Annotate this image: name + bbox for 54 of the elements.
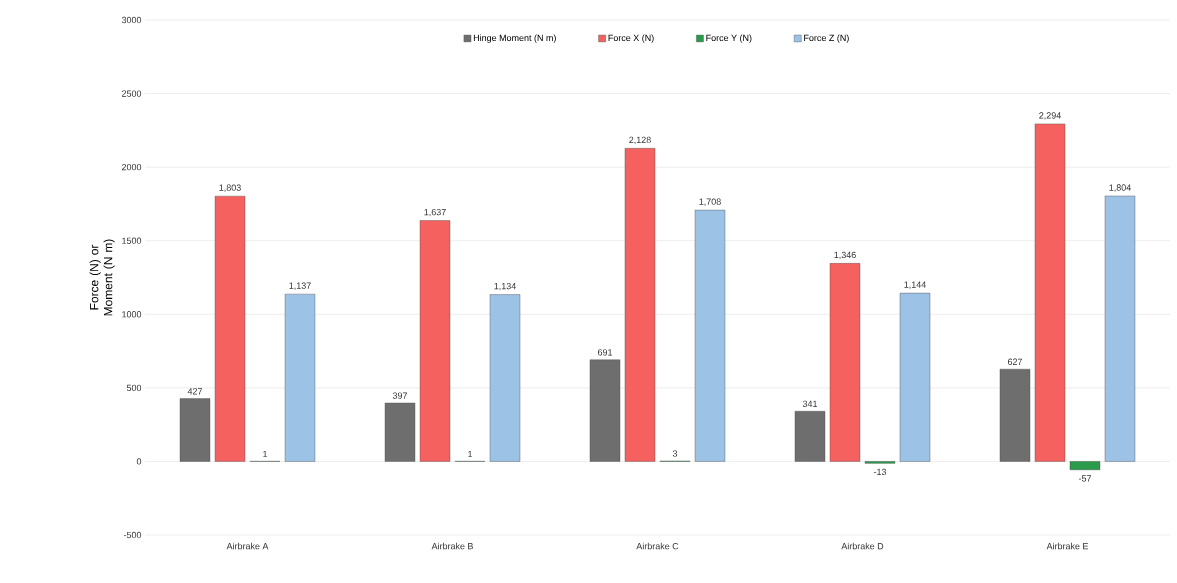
bar [694, 209, 726, 462]
x-tick-label: Airbrake E [1046, 542, 1089, 550]
bar [384, 402, 416, 462]
data-label: -13 [873, 468, 887, 476]
data-label: 2,128 [629, 136, 651, 145]
data-label: -57 [1078, 475, 1092, 482]
data-label: 397 [392, 392, 408, 399]
y-tick-label: 3000 [121, 16, 142, 24]
bar [179, 398, 211, 462]
data-label: 1,134 [494, 282, 516, 291]
data-label: 627 [1007, 358, 1023, 365]
bar [489, 294, 521, 462]
data-label: 1 [468, 450, 473, 458]
y-tick-label: 0 [136, 458, 142, 465]
data-label: 341 [802, 400, 818, 408]
legend-label: Force Z (N) [804, 34, 849, 43]
y-tick-label: 2000 [121, 163, 142, 171]
bar [284, 293, 316, 462]
data-label: 1,804 [1109, 184, 1131, 192]
bar [214, 195, 246, 462]
x-tick-label: Airbrake C [636, 542, 679, 550]
bar [999, 368, 1031, 462]
y-tick-label: 1500 [122, 237, 142, 244]
data-label: 1,137 [289, 282, 311, 290]
y-axis-title: Force (N) or Moment (N m) [89, 239, 115, 316]
x-tick-label: Airbrake D [841, 542, 884, 550]
bar [829, 263, 861, 462]
legend-label: Force X (N) [608, 34, 654, 43]
data-label: 1,803 [219, 184, 241, 192]
data-label: 1,637 [424, 208, 446, 217]
bar [1034, 123, 1066, 462]
y-tick-label: 1000 [122, 311, 142, 318]
data-label: 427 [187, 388, 203, 395]
data-label: 1,708 [699, 198, 721, 206]
data-label: 1 [263, 450, 268, 458]
legend-label: Force Y (N) [706, 34, 752, 43]
bar [1069, 461, 1101, 471]
bar [899, 292, 931, 462]
legend-label: Hinge Moment (N m) [473, 34, 556, 43]
data-label: 3 [672, 450, 678, 457]
bar [1104, 195, 1136, 462]
x-tick-label: Airbrake A [226, 542, 269, 550]
bar [419, 220, 451, 462]
data-label: 2,294 [1039, 112, 1061, 120]
y-tick-label: 500 [126, 384, 142, 392]
y-tick-label: -500 [123, 531, 142, 539]
y-tick-label: 2500 [121, 90, 142, 97]
x-tick-label: Airbrake B [431, 542, 473, 550]
data-label: 691 [597, 349, 613, 356]
data-label: 1,144 [904, 281, 926, 289]
bar [794, 411, 826, 462]
data-label: 1,346 [834, 251, 856, 260]
bar [589, 359, 621, 462]
bar [624, 148, 656, 462]
